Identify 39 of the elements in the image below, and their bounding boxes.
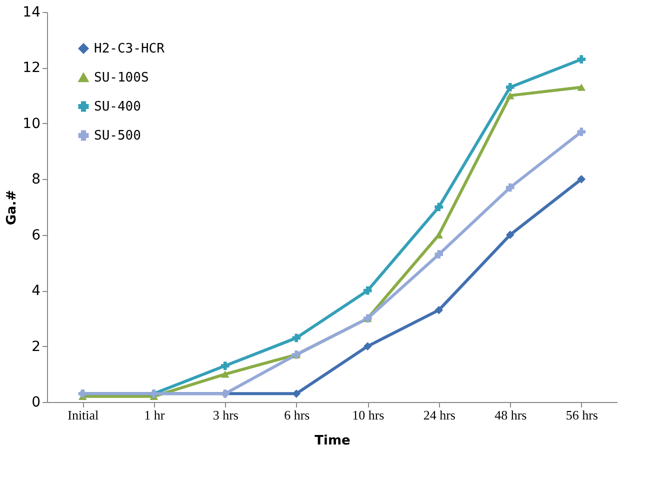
point — [577, 174, 586, 184]
legend-label: H2-C3-HCR — [94, 42, 165, 56]
point — [506, 83, 514, 92]
legend-label: SU-100S — [94, 70, 149, 86]
point — [363, 286, 372, 295]
y-tick-label: 4 — [32, 283, 41, 300]
y-tick-label: 0 — [32, 394, 40, 410]
y-tick-label: 8 — [32, 172, 40, 188]
legend-label: SU-400 — [94, 100, 141, 114]
legend-label: SU-500 — [94, 128, 141, 144]
point — [220, 362, 230, 370]
point — [506, 92, 514, 100]
point — [506, 230, 514, 240]
x-axis-title: Time — [314, 434, 351, 448]
point — [577, 55, 586, 64]
x-tick-label: 6 hrs — [284, 408, 310, 422]
x-tick-label: 10 hrs — [352, 408, 384, 422]
y-tick-label: 12 — [22, 60, 40, 76]
x-tick-label: 3 hrs — [212, 408, 238, 422]
x-tick-label: Initial — [68, 408, 100, 422]
point — [363, 342, 372, 350]
point — [577, 128, 586, 136]
point — [506, 183, 514, 192]
point — [220, 370, 230, 378]
y-tick-label: 10 — [22, 116, 40, 132]
x-tick-label: 24 hrs — [423, 408, 456, 422]
point — [434, 306, 444, 314]
point — [434, 231, 444, 238]
y-axis-title: Ga.# — [4, 190, 20, 226]
x-tick-label: 56 hrs — [566, 408, 598, 422]
point — [434, 202, 444, 212]
point — [292, 334, 301, 342]
point — [434, 250, 444, 259]
x-tick-label: 1 hr — [144, 408, 166, 422]
x-tick-label: 48 hrs — [494, 408, 527, 422]
y-tick-label: 2 — [32, 338, 40, 355]
y-tick-label: 14 — [22, 4, 41, 20]
point — [577, 84, 586, 91]
y-tick-label: 6 — [32, 227, 41, 244]
